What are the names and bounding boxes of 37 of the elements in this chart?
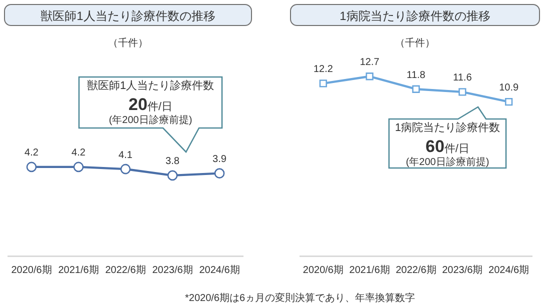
- x-tick-label: 2021/6期: [58, 264, 99, 276]
- chart-subtitle: （千件）: [394, 36, 436, 50]
- point: [412, 85, 420, 93]
- data-label: 4.1: [118, 150, 133, 161]
- data-label: 3.9: [212, 154, 227, 166]
- data-label: 12.7: [360, 57, 380, 68]
- point: [73, 162, 84, 172]
- point: [167, 170, 178, 181]
- x-tick-label: 2022/6期: [396, 264, 436, 276]
- point: [26, 162, 37, 172]
- data-label: 3.8: [166, 156, 180, 168]
- point: [504, 98, 513, 106]
- point: [120, 164, 131, 174]
- x-tick-label: 2023/6期: [152, 264, 193, 276]
- point: [458, 88, 466, 96]
- chart-subtitle: （千件）: [107, 36, 149, 50]
- point: [214, 168, 225, 178]
- x-tick-label: 2024/6期: [199, 264, 240, 276]
- text: 1病院当たり診療件数 60件/日 (年200日診療前提): [394, 122, 502, 170]
- x-tick-label: 2020/6期: [11, 264, 52, 276]
- data-label: 11.6: [453, 72, 472, 84]
- point: [319, 80, 328, 88]
- x-tick-label: 2020/6期: [302, 264, 344, 276]
- point: [366, 72, 374, 80]
- data-label: 4.2: [24, 148, 39, 159]
- text: 獣医師1人当たり診療件数 20件/日 (年200日診療前提): [86, 80, 216, 128]
- chart-title: 1病院当たり診療件数の推移: [290, 4, 540, 26]
- x-tick-label: 2024/6期: [488, 264, 530, 276]
- data-label: 4.2: [72, 148, 86, 159]
- x-tick-label: 2022/6期: [105, 264, 146, 276]
- data-label: 10.9: [499, 82, 519, 94]
- x-tick-label: 2021/6期: [349, 264, 390, 276]
- chart-title: 獣医師1人当たり診療件数の推移: [4, 4, 252, 26]
- data-label: 12.2: [313, 64, 334, 76]
- text: *2020/6期は6ヵ月の変則決算であり、年率換算数字: [185, 292, 416, 305]
- x-tick-label: 2023/6期: [442, 264, 483, 276]
- data-label: 11.8: [406, 70, 426, 81]
